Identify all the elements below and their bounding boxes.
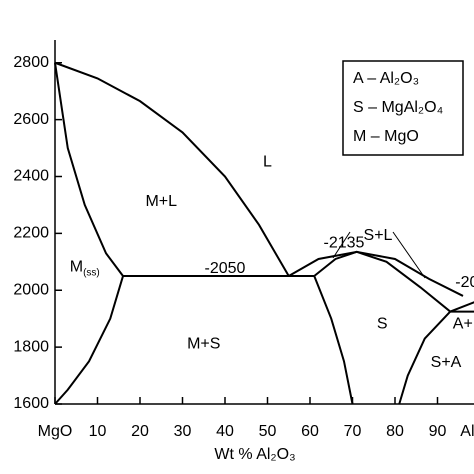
annotation: -2135	[324, 235, 365, 252]
x-tick-label: MgO	[38, 423, 73, 440]
phase-boundary	[313, 275, 354, 405]
x-tick-label: Al₂O₃	[460, 423, 474, 440]
leader-line	[332, 231, 351, 259]
y-tick-label: 2000	[13, 281, 49, 298]
annotation-text: S	[377, 316, 388, 333]
annotation: M(ss)	[70, 259, 100, 278]
x-tick-label: 50	[259, 423, 277, 440]
phase-boundary	[449, 301, 474, 313]
x-tick-label: 70	[344, 423, 362, 440]
annotation-text: M+L	[145, 193, 177, 210]
annotation: M+S	[187, 336, 220, 353]
annotation-subscript: (ss)	[83, 267, 100, 278]
annotation: A+L	[453, 316, 474, 333]
y-tick-label: 2600	[13, 111, 49, 128]
annotation-text: -2020	[455, 274, 474, 291]
annotation: L	[263, 154, 272, 171]
annotation: S+A	[431, 354, 462, 371]
annotation: S+L	[364, 227, 393, 244]
legend-box	[342, 60, 464, 156]
phase-boundary	[54, 62, 124, 277]
phase-boundary	[54, 61, 290, 277]
legend-entry: M – MgO	[353, 128, 419, 145]
x-axis-label: Wt % Al₂O₃	[214, 446, 295, 463]
annotation-text: S+A	[431, 354, 462, 371]
phase-boundary	[313, 250, 451, 313]
legend-entry: S – MgAl₂O₄	[353, 99, 443, 116]
y-tick-label: 2800	[13, 54, 49, 71]
annotation-text: S+L	[364, 227, 393, 244]
x-tick-label: 40	[216, 423, 234, 440]
y-tick-label: 2400	[13, 168, 49, 185]
annotation-text: M+S	[187, 336, 220, 353]
x-tick-label: 10	[89, 423, 107, 440]
x-tick-label: 60	[301, 423, 319, 440]
y-tick-label: 1800	[13, 338, 49, 355]
y-tick-label: 2200	[13, 225, 49, 242]
annotation-text: A+L	[453, 316, 474, 333]
annotation: S	[377, 316, 388, 333]
annotation-text: -2135	[324, 235, 365, 252]
phase-boundary	[398, 310, 451, 405]
annotation-text: -2050	[205, 260, 246, 277]
annotation: -2050	[205, 260, 246, 277]
y-tick-label: 1600	[13, 395, 49, 412]
annotation: M+L	[145, 193, 177, 210]
x-tick-label: 90	[429, 423, 447, 440]
phase-boundary	[54, 275, 124, 405]
annotation: -2020	[455, 274, 474, 291]
x-tick-label: 80	[386, 423, 404, 440]
legend-entry: A – Al₂O₃	[353, 70, 419, 87]
phase-boundary	[288, 250, 464, 297]
leader-line	[392, 231, 426, 279]
x-tick-label: 20	[131, 423, 149, 440]
x-tick-label: 30	[174, 423, 192, 440]
annotation-text: M	[70, 259, 83, 276]
annotation-text: L	[263, 154, 272, 171]
